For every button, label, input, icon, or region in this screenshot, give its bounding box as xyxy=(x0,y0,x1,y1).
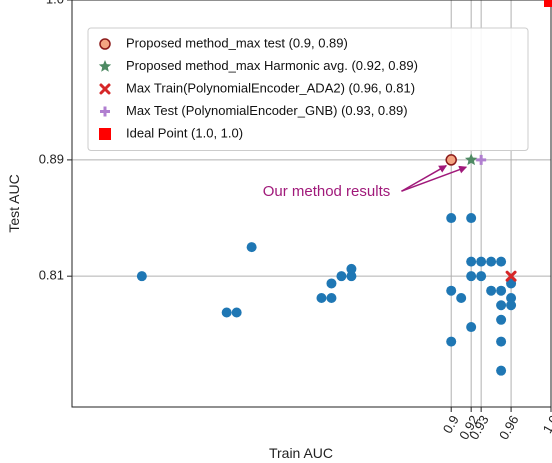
star-marker xyxy=(464,153,478,166)
x-marker-stroke xyxy=(99,83,111,95)
circle-marker xyxy=(99,38,111,50)
highlight-point xyxy=(464,153,478,166)
data-point xyxy=(466,322,477,333)
data-point xyxy=(506,278,517,289)
highlight-point xyxy=(445,154,457,166)
highlight-points xyxy=(445,0,552,282)
data-point xyxy=(496,314,507,325)
plus-marker xyxy=(100,106,110,117)
data-point xyxy=(446,213,457,224)
highlight-point xyxy=(544,0,552,7)
annotation-arrow xyxy=(401,165,468,192)
square-marker xyxy=(544,0,552,7)
annotation-text: Our method results xyxy=(263,183,391,200)
data-point xyxy=(326,278,337,289)
data-point xyxy=(316,292,327,303)
data-point xyxy=(496,256,507,267)
data-point xyxy=(456,292,467,303)
data-points xyxy=(136,213,517,376)
legend-entry: Proposed method_max Harmonic avg. (0.92,… xyxy=(98,58,418,73)
data-point xyxy=(466,256,477,267)
legend-label: Ideal Point (1.0, 1.0) xyxy=(126,125,243,140)
data-point xyxy=(476,271,487,282)
data-point xyxy=(496,300,507,311)
legend-label: Proposed method_max test (0.9, 0.89) xyxy=(126,35,348,50)
x-tick-label: 0.96 xyxy=(496,413,522,442)
x-axis-label: Train AUC xyxy=(269,445,333,461)
data-point xyxy=(136,271,147,282)
y-tick-label: 0.81 xyxy=(39,268,64,283)
data-point xyxy=(466,213,477,224)
data-point xyxy=(246,242,257,253)
legend-label: Max Test (PolynomialEncoder_GNB) (0.93, … xyxy=(126,103,408,118)
y-tick-label: 0.89 xyxy=(39,151,64,166)
data-point xyxy=(476,256,487,267)
highlight-point xyxy=(505,270,517,282)
data-point xyxy=(496,365,507,376)
legend: Proposed method_max test (0.9, 0.89) Prop… xyxy=(87,27,529,151)
data-point xyxy=(231,307,242,318)
legend-entry: Max Test (PolynomialEncoder_GNB) (0.93, … xyxy=(100,103,408,118)
legend-entry: Proposed method_max test (0.9, 0.89) xyxy=(99,35,348,50)
circle-marker xyxy=(445,154,457,166)
annotation-arrow xyxy=(401,165,448,192)
y-tick-label: 1.0 xyxy=(46,0,64,6)
data-point xyxy=(466,271,477,282)
annotation: Our method results xyxy=(263,165,468,200)
x-marker xyxy=(505,270,517,282)
star-marker xyxy=(98,60,112,72)
plot-frame xyxy=(71,0,552,408)
legend-box xyxy=(87,27,529,151)
data-point xyxy=(486,285,497,296)
data-point xyxy=(496,336,507,347)
data-point xyxy=(486,256,497,267)
x-marker-stroke xyxy=(505,270,517,282)
data-point xyxy=(446,285,457,296)
y-axis-label: Test AUC xyxy=(6,174,22,232)
legend-label: Proposed method_max Harmonic avg. (0.92,… xyxy=(126,58,418,73)
data-point xyxy=(346,263,357,274)
data-point xyxy=(326,292,337,303)
data-point xyxy=(336,271,347,282)
legend-entry: Ideal Point (1.0, 1.0) xyxy=(99,125,243,140)
data-point xyxy=(346,271,357,282)
data-point xyxy=(221,307,232,318)
x-tick-label: 1.0 xyxy=(540,413,552,436)
data-point xyxy=(446,336,457,347)
data-point xyxy=(496,285,507,296)
data-point xyxy=(506,300,517,311)
plus-marker xyxy=(476,154,487,165)
legend-entry: Max Train(PolynomialEncoder_ADA2) (0.96,… xyxy=(99,80,415,95)
legend-label: Max Train(PolynomialEncoder_ADA2) (0.96,… xyxy=(126,80,415,95)
square-marker xyxy=(99,128,111,140)
data-point xyxy=(506,292,517,303)
highlight-point xyxy=(476,154,487,165)
x-marker xyxy=(99,83,111,95)
